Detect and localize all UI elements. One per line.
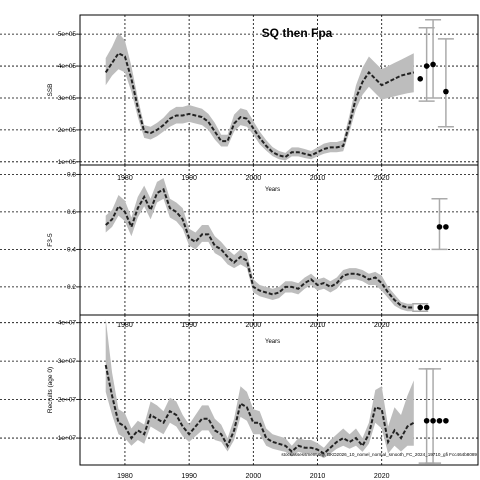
panel-3: 1e+07 2e+07 3e+07 4e+07 1980 1990 2000 2010 2020…: [0, 314, 479, 480]
forecast-point: [423, 304, 430, 311]
panel-frame: [79, 314, 479, 466]
forecast-point: [417, 76, 424, 82]
chart-title: SQ then Fpa: [262, 26, 333, 40]
y-axis-label: SSB: [47, 83, 54, 96]
y-tick-label: 0.4: [67, 246, 76, 253]
estimate-line: [104, 52, 415, 159]
y-tick-label: 4e+05: [58, 63, 77, 70]
forecast-point: [430, 61, 436, 68]
forecast-point: [443, 417, 449, 424]
footer-credit: stockassessment.org, BKD2026_10_nomel_no…: [281, 452, 477, 457]
y-tick-label: 0.6: [67, 209, 76, 216]
panel-2: 0.2 0.4 0.6 0.8 1980 1990 2000 2010 2020 Years F3-…: [0, 164, 479, 345]
confidence-band: [105, 178, 414, 312]
forecast-point: [443, 88, 449, 95]
forecast-point: [443, 224, 449, 230]
x-tick-label: 2000: [246, 473, 262, 480]
y-tick-label: 3e+07: [58, 358, 77, 365]
forecast-point: [436, 417, 443, 424]
x-tick-label: 1990: [181, 322, 197, 329]
x-tick-label: 2020: [374, 322, 390, 329]
x-tick-label: 2000: [246, 322, 262, 329]
y-axis-label: Recruits (age 0): [47, 367, 54, 413]
x-axis-label: Years: [265, 339, 280, 345]
x-tick-label: 2010: [310, 322, 326, 329]
y-tick-label: 2e+05: [58, 127, 77, 134]
x-tick-label: 1980: [117, 322, 133, 329]
y-tick-label: 0.2: [67, 284, 76, 291]
estimate-line: [105, 187, 414, 309]
forecast-point: [436, 224, 443, 230]
y-tick-label: 1e+07: [58, 435, 77, 442]
y-tick-label: 5e+05: [58, 31, 77, 38]
y-axis-label: F3-5: [47, 233, 54, 247]
forecast-point: [423, 63, 430, 69]
y-tick-label: 3e+05: [58, 95, 77, 102]
x-tick-label: 1990: [181, 473, 197, 480]
x-axis-label: Years: [265, 187, 280, 193]
y-tick-label: 2e+07: [58, 397, 77, 404]
y-tick-label: 0.8: [67, 171, 76, 178]
y-tick-label: 4e+07: [58, 320, 77, 327]
x-tick-label: 2010: [310, 473, 326, 480]
confidence-band: [105, 32, 414, 161]
confidence-band: [105, 318, 414, 459]
forecast-point: [423, 417, 430, 424]
x-tick-label: 1980: [117, 473, 133, 480]
forecast-point: [417, 304, 424, 311]
x-tick-label: 2020: [374, 473, 390, 480]
y-tick-label: 1e+05: [58, 159, 77, 166]
forecast-point: [430, 417, 436, 424]
